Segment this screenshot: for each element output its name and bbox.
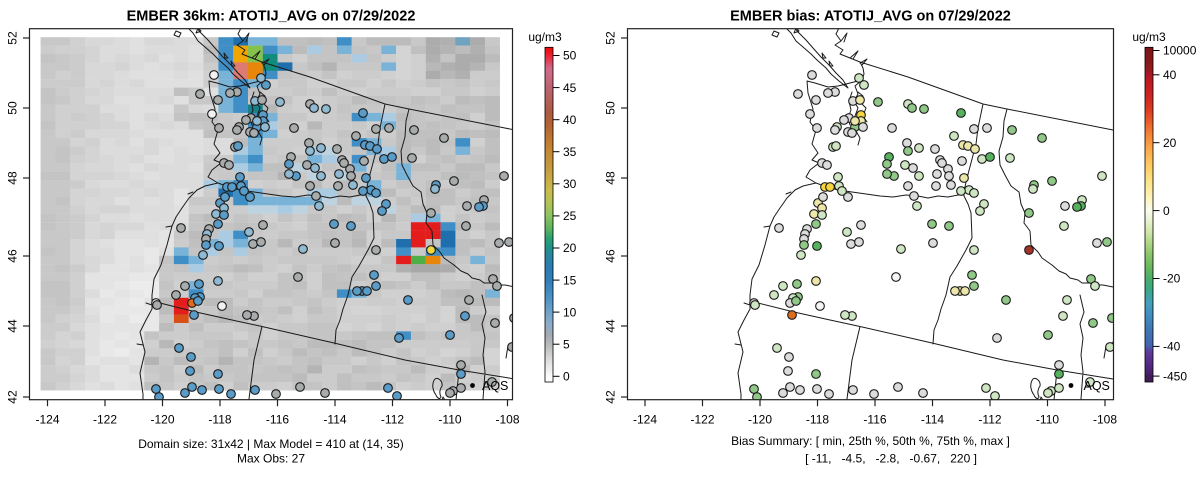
svg-text:52: 52	[6, 31, 20, 45]
svg-text:48: 48	[604, 171, 618, 185]
svg-text:-116: -116	[863, 413, 886, 427]
svg-text:-114: -114	[323, 413, 346, 427]
svg-text:-112: -112	[381, 413, 404, 427]
svg-text:-110: -110	[1036, 413, 1059, 427]
svg-text:-120: -120	[150, 413, 174, 427]
svg-text:-108: -108	[1093, 413, 1117, 427]
svg-text:35: 35	[563, 145, 577, 159]
svg-text:46: 46	[604, 249, 618, 263]
svg-text:40: 40	[1163, 68, 1177, 82]
svg-text:15: 15	[563, 273, 577, 287]
svg-text:Bias Summary: [ min, 25th %, 5: Bias Summary: [ min, 25th %, 50th %, 75t…	[731, 434, 1010, 448]
svg-text:[ -11, -4.5, -2.8, -0.67: [ -11, -4.5, -2.8, -0.67, 220 ]	[805, 452, 977, 466]
svg-text:0: 0	[563, 370, 570, 384]
svg-text:-450: -450	[1163, 369, 1187, 383]
svg-text:50: 50	[6, 101, 20, 115]
svg-text:ug/m3: ug/m3	[528, 30, 562, 44]
svg-text:-124: -124	[35, 413, 59, 427]
svg-text:5: 5	[563, 337, 570, 351]
svg-text:30: 30	[563, 177, 577, 191]
svg-text:AQS: AQS	[1084, 379, 1110, 393]
svg-text:-122: -122	[93, 413, 117, 427]
svg-text:45: 45	[563, 81, 577, 95]
svg-text:42: 42	[6, 390, 20, 404]
svg-text:-110: -110	[438, 413, 461, 427]
svg-text:-118: -118	[806, 413, 829, 427]
svg-text:48: 48	[6, 171, 20, 185]
svg-text:0: 0	[1163, 204, 1170, 218]
svg-text:-108: -108	[495, 413, 519, 427]
svg-text:Max Obs: 27: Max Obs: 27	[237, 452, 305, 466]
svg-text:20: 20	[1163, 136, 1177, 150]
svg-text:EMBER bias: ATOTIJ_AVG on 07/2: EMBER bias: ATOTIJ_AVG on 07/29/2022	[730, 9, 1011, 25]
svg-text:-40: -40	[1163, 340, 1181, 354]
svg-text:-118: -118	[208, 413, 231, 427]
svg-text:50: 50	[563, 49, 577, 63]
svg-text:-122: -122	[690, 413, 714, 427]
svg-text:-124: -124	[633, 413, 657, 427]
svg-text:AQS: AQS	[482, 379, 508, 393]
svg-text:52: 52	[604, 31, 618, 45]
svg-text:-120: -120	[748, 413, 772, 427]
svg-text:44: 44	[6, 319, 20, 333]
svg-text:-20: -20	[1163, 272, 1181, 286]
svg-text:Domain size: 31x42 | Max Model: Domain size: 31x42 | Max Model = 410 at …	[138, 437, 404, 451]
svg-text:20: 20	[563, 241, 577, 255]
svg-text:EMBER 36km: ATOTIJ_AVG on 07/2: EMBER 36km: ATOTIJ_AVG on 07/29/2022	[127, 9, 416, 25]
svg-text:46: 46	[6, 249, 20, 263]
svg-text:50: 50	[604, 101, 618, 115]
svg-text:42: 42	[604, 390, 618, 404]
svg-text:-112: -112	[978, 413, 1001, 427]
svg-text:10000: 10000	[1163, 44, 1197, 58]
svg-text:ug/m3: ug/m3	[1132, 30, 1166, 44]
svg-text:10: 10	[563, 305, 577, 319]
svg-text:-116: -116	[266, 413, 289, 427]
svg-text:44: 44	[604, 319, 618, 333]
svg-text:25: 25	[563, 209, 577, 223]
svg-text:-114: -114	[921, 413, 944, 427]
svg-text:40: 40	[563, 113, 577, 127]
